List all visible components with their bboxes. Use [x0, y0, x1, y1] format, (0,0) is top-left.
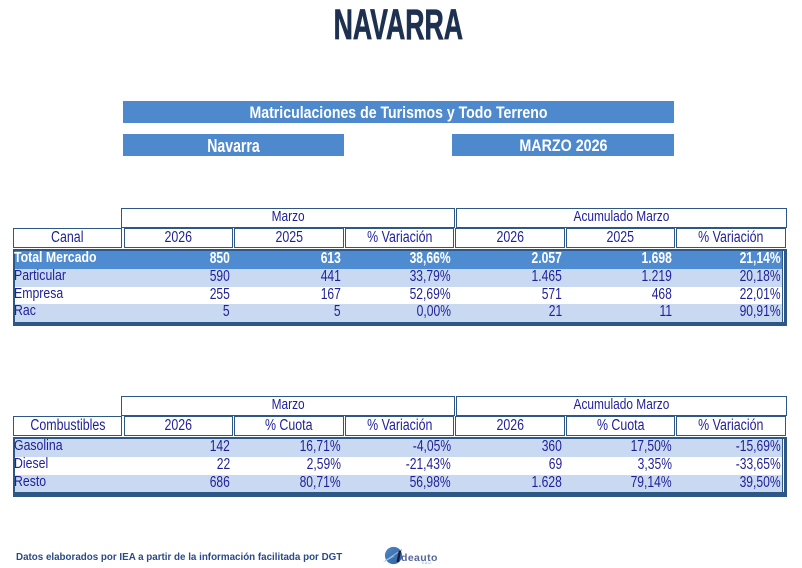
- svg-text:deauto: deauto: [401, 552, 438, 564]
- svg-text:S.A.U.: S.A.U.: [422, 561, 432, 565]
